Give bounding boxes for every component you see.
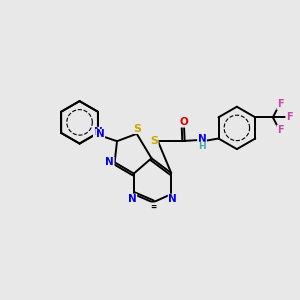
Text: N: N bbox=[96, 129, 105, 140]
Text: N: N bbox=[168, 194, 177, 204]
Text: N: N bbox=[105, 158, 114, 167]
Text: N: N bbox=[198, 134, 206, 144]
Text: S: S bbox=[134, 124, 142, 134]
Text: O: O bbox=[180, 117, 188, 127]
Text: H: H bbox=[198, 142, 206, 151]
Text: F: F bbox=[286, 112, 293, 122]
Text: F: F bbox=[277, 99, 284, 110]
Text: =: = bbox=[150, 203, 157, 212]
Text: S: S bbox=[150, 136, 158, 146]
Text: F: F bbox=[277, 125, 284, 135]
Text: N: N bbox=[128, 194, 137, 204]
Text: N: N bbox=[94, 127, 102, 137]
